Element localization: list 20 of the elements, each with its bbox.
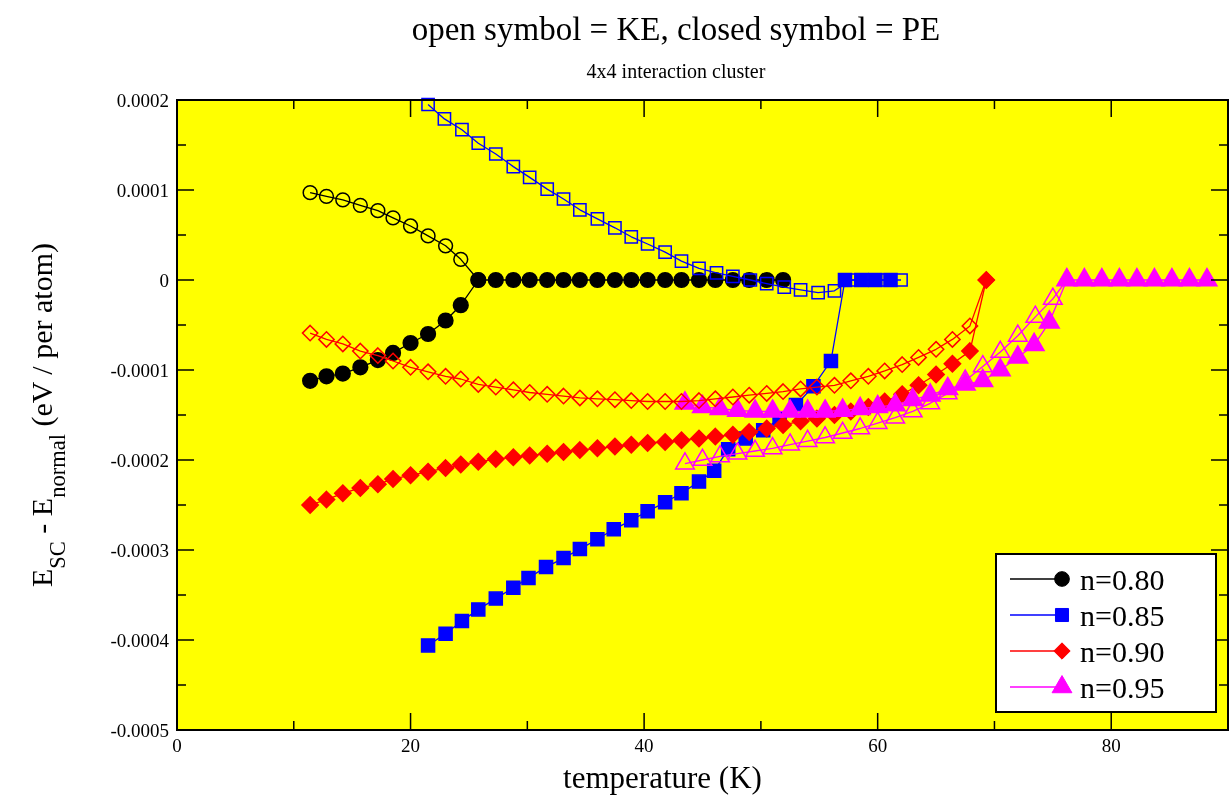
y-tick-label: -0.0005 xyxy=(110,720,169,741)
y-tick-label: -0.0004 xyxy=(110,630,170,651)
legend-label: n=0.90 xyxy=(1080,635,1165,668)
chart-title: open symbol = KE, closed symbol = PE xyxy=(411,11,941,47)
y-tick-label: 0.0002 xyxy=(116,90,169,111)
y-tick-label: -0.0002 xyxy=(110,450,169,471)
legend-label: n=0.80 xyxy=(1080,563,1165,596)
chart-subtitle: 4x4 interaction cluster xyxy=(586,60,766,82)
x-tick-label: 40 xyxy=(634,735,654,756)
x-tick-label: 20 xyxy=(401,735,421,756)
legend-label: n=0.95 xyxy=(1080,671,1165,704)
y-tick-label: 0 xyxy=(159,270,169,291)
x-tick-label: 60 xyxy=(868,735,888,756)
x-tick-label: 80 xyxy=(1101,735,1121,756)
y-tick-label: -0.0001 xyxy=(110,360,169,381)
x-tick-label: 0 xyxy=(172,735,182,756)
y-tick-label: -0.0003 xyxy=(110,540,169,561)
y-tick-label: 0.0001 xyxy=(116,180,169,201)
x-axis-title: temperature (K) xyxy=(563,760,762,795)
legend-label: n=0.85 xyxy=(1080,599,1165,632)
